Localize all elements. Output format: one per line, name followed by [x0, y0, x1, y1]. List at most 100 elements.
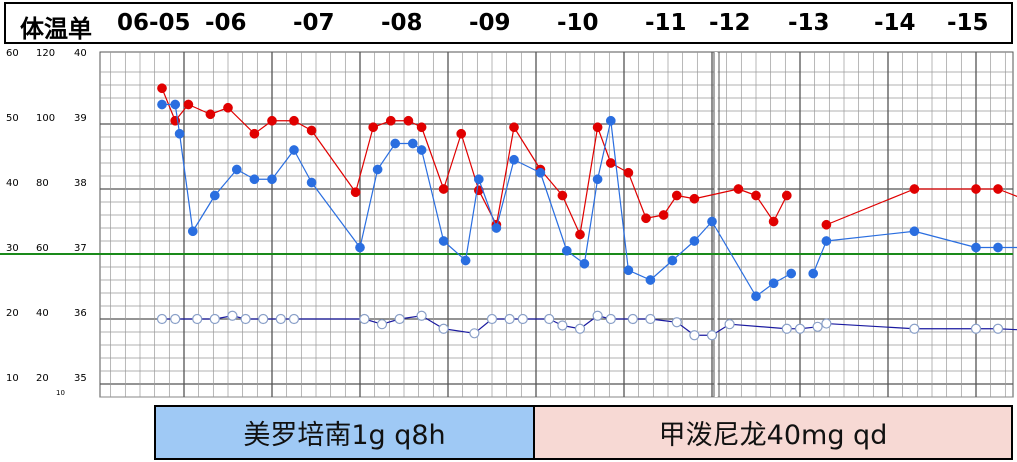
- series-line-segment: [583, 179, 599, 264]
- data-point: [275, 313, 286, 325]
- data-point: [473, 174, 484, 185]
- date-label: -11: [645, 10, 687, 36]
- data-point: [970, 323, 982, 334]
- data-point: [605, 115, 616, 126]
- data-point: [574, 323, 586, 334]
- series-line-segment: [627, 172, 647, 219]
- data-point: [909, 226, 920, 237]
- y-tick-label: 40: [6, 178, 19, 189]
- data-point: [350, 187, 361, 198]
- temperature-chart: 10 20 35 20 40 36 30 60 37 40 80 38 50 100 39 60 120 40 10: [0, 48, 1017, 398]
- series-3: [156, 310, 1017, 341]
- data-point: [627, 313, 638, 325]
- data-point: [183, 99, 194, 110]
- y-tick-label: 10: [6, 373, 19, 384]
- series-line-segment: [179, 133, 194, 232]
- data-point: [504, 313, 515, 325]
- series-line-segment: [826, 188, 915, 226]
- data-point: [258, 313, 269, 325]
- data-point: [645, 313, 656, 325]
- date-label: -15: [947, 10, 989, 36]
- data-point: [751, 291, 761, 302]
- data-point: [605, 313, 616, 325]
- data-point: [289, 145, 299, 155]
- data-point: [372, 164, 383, 175]
- series-line-segment: [443, 328, 475, 334]
- data-point: [671, 317, 682, 328]
- series-line-segment: [293, 149, 313, 183]
- data-point: [174, 128, 185, 139]
- series-line-segment: [561, 195, 581, 235]
- data-point: [667, 255, 678, 266]
- data-point: [821, 236, 832, 246]
- series-line-segment: [443, 133, 462, 190]
- y-tick-label: 60: [6, 48, 19, 59]
- data-point: [403, 115, 414, 126]
- data-point: [733, 184, 744, 194]
- data-point: [561, 245, 572, 256]
- data-point: [486, 313, 498, 325]
- y-tick-label: 10: [56, 389, 65, 397]
- data-point: [808, 268, 819, 279]
- data-point: [821, 219, 832, 230]
- data-point: [724, 319, 735, 330]
- date-label: -13: [788, 10, 830, 36]
- drug-label: 美罗培南1g q8h: [243, 420, 446, 451]
- series-line-segment: [359, 169, 379, 248]
- data-point: [768, 216, 779, 227]
- data-point: [438, 184, 449, 194]
- data-point: [192, 313, 203, 325]
- data-point: [267, 174, 277, 185]
- data-point: [971, 242, 981, 253]
- date-label: -06: [205, 10, 247, 36]
- y-tick-label: 36: [74, 308, 87, 319]
- data-point: [157, 83, 167, 94]
- series-line-segment: [311, 182, 361, 248]
- series-line-segment: [495, 159, 515, 229]
- data-point: [209, 313, 220, 325]
- data-point: [706, 330, 718, 341]
- series-line-segment: [478, 179, 497, 229]
- data-point: [579, 258, 590, 269]
- data-point: [605, 158, 616, 168]
- data-point: [416, 122, 427, 133]
- series-2: [157, 99, 1017, 302]
- series-line-segment: [495, 127, 515, 225]
- data-point: [306, 177, 317, 188]
- data-point: [689, 330, 700, 341]
- y-tick-label: 120: [36, 48, 55, 59]
- data-point: [557, 190, 568, 201]
- series-line-segment: [597, 120, 612, 180]
- data-point: [768, 278, 779, 289]
- y-tick-label: 80: [36, 178, 49, 189]
- data-point: [249, 174, 260, 185]
- series-line-segment: [997, 328, 1017, 331]
- data-point: [491, 223, 502, 233]
- y-tick-label: 40: [36, 308, 49, 319]
- y-tick-label: 37: [74, 243, 87, 254]
- y-tick-label: 39: [74, 113, 87, 124]
- data-point: [368, 122, 379, 133]
- y-tick-label: 35: [74, 373, 87, 384]
- data-point: [751, 190, 761, 201]
- series-line-segment: [812, 240, 827, 274]
- series-line-segment: [539, 172, 568, 251]
- data-point: [535, 167, 546, 178]
- date-label: -14: [874, 10, 916, 36]
- data-point: [993, 242, 1003, 253]
- data-point: [456, 128, 467, 139]
- data-point: [288, 313, 300, 325]
- data-point: [267, 115, 277, 126]
- series-line-segment: [271, 149, 295, 180]
- data-point: [231, 164, 242, 175]
- y-tick-label: 50: [6, 113, 19, 124]
- data-point: [909, 184, 920, 194]
- data-point: [170, 99, 181, 110]
- data-point: [909, 323, 920, 334]
- data-point: [359, 313, 370, 325]
- y-tick-label: 100: [36, 113, 55, 124]
- series-line-segment: [610, 120, 629, 271]
- data-point: [781, 323, 792, 334]
- data-point: [509, 122, 519, 133]
- y-tick-label: 20: [6, 308, 19, 319]
